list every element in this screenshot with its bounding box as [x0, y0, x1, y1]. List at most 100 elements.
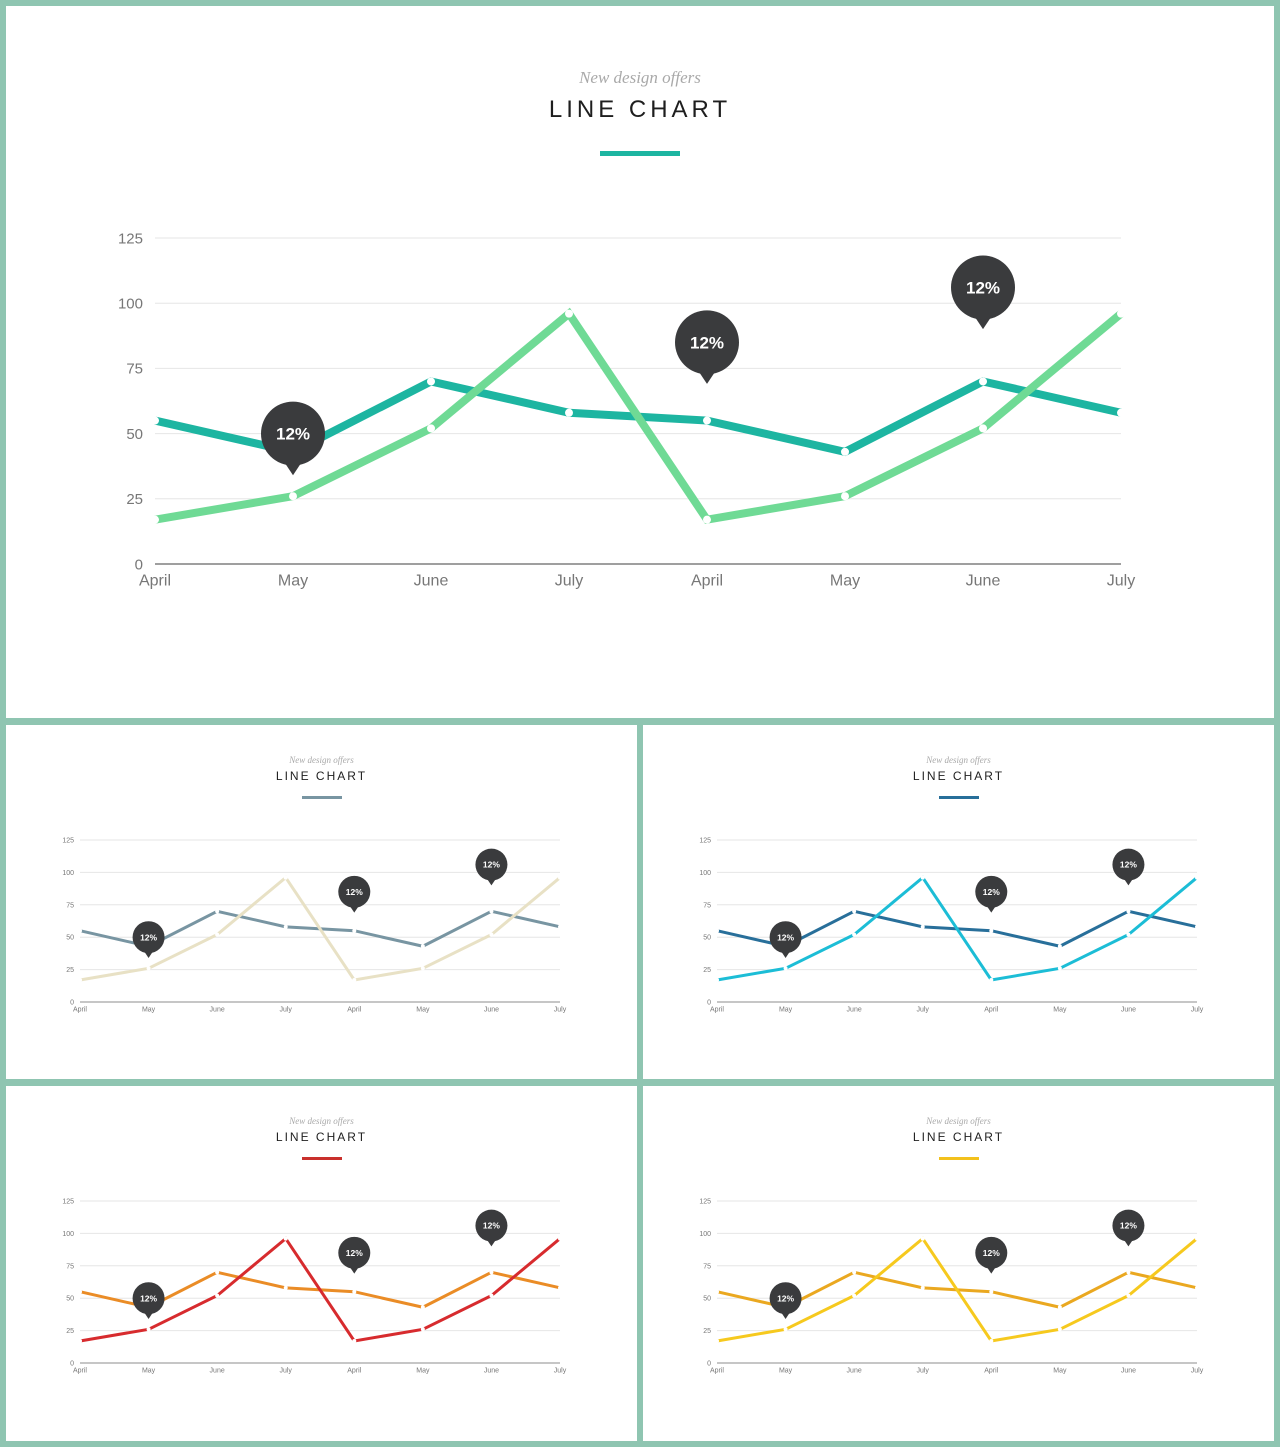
data-point: [1195, 875, 1199, 880]
data-point: [420, 1305, 425, 1310]
callout-label: 12%: [140, 1293, 157, 1303]
x-tick-label: June: [414, 573, 449, 590]
callout-bubble: 12%: [1112, 848, 1145, 886]
data-point: [1126, 909, 1131, 914]
data-point: [352, 1289, 357, 1294]
x-tick-label: April: [73, 1367, 87, 1374]
y-tick-label: 125: [62, 1198, 74, 1205]
y-tick-label: 125: [699, 1198, 711, 1205]
y-tick-label: 25: [703, 1328, 711, 1335]
x-tick-label: May: [416, 1006, 430, 1013]
x-tick-label: May: [779, 1367, 793, 1374]
data-point: [215, 1293, 220, 1298]
callout-bubble: 12%: [975, 1236, 1008, 1274]
callout-bubble: 12%: [769, 1282, 802, 1319]
y-tick-label: 25: [126, 491, 143, 508]
y-tick-label: 100: [118, 295, 143, 312]
data-point: [703, 416, 711, 425]
callout-bubble: 12%: [132, 921, 165, 958]
x-tick-label: July: [554, 1006, 567, 1013]
series-line-2: [716, 875, 1198, 982]
data-point: [852, 932, 857, 937]
series-line-2: [79, 1236, 561, 1343]
callout-bubble: 12%: [261, 401, 325, 476]
x-tick-label: July: [279, 1006, 292, 1013]
callout-bubble: 12%: [975, 875, 1008, 913]
data-point: [146, 966, 151, 971]
data-point: [352, 977, 357, 982]
x-tick-label: July: [279, 1367, 292, 1374]
data-point: [989, 928, 994, 933]
data-point: [1117, 408, 1125, 417]
data-point: [215, 932, 220, 937]
data-point: [1126, 1293, 1131, 1298]
data-point: [289, 492, 297, 501]
callout-label: 12%: [966, 279, 1000, 298]
y-tick-label: 125: [118, 230, 143, 247]
x-tick-label: July: [1191, 1367, 1204, 1374]
chart-panel-red: New design offers LINE CHART 0 25 50 75 100 1…: [6, 1086, 637, 1441]
callout-label: 12%: [983, 887, 1000, 897]
data-point: [715, 1289, 719, 1294]
chart-subtitle: New design offers: [579, 68, 701, 87]
x-tick-label: May: [830, 573, 860, 590]
chart-panel-main: New design offers LINE CHART 0 25 50 75 100 1…: [6, 6, 1274, 718]
callout-bubble: 12%: [475, 1209, 508, 1247]
data-point: [558, 1285, 562, 1290]
y-tick-label: 25: [703, 967, 711, 974]
y-tick-label: 100: [699, 870, 711, 877]
y-tick-label: 50: [703, 1296, 711, 1303]
chart-subtitle: New design offers: [289, 1116, 354, 1126]
x-tick-label: July: [916, 1367, 929, 1374]
x-tick-label: June: [847, 1367, 862, 1374]
x-tick-label: June: [210, 1006, 225, 1013]
callout-label: 12%: [1120, 1221, 1137, 1231]
chart-title: LINE CHART: [275, 769, 368, 783]
chart-subtitle: New design offers: [926, 1116, 991, 1126]
callout-bubble: 12%: [338, 1236, 371, 1274]
data-point: [283, 1236, 288, 1241]
data-point: [151, 416, 159, 425]
series-line-2: [79, 875, 561, 982]
line-chart: 0 25 50 75 100 125 April May June July April May Jun…: [62, 837, 567, 1013]
data-point: [78, 1289, 82, 1294]
x-tick-label: June: [1121, 1367, 1136, 1374]
callout-bubble: 12%: [338, 875, 371, 913]
data-point: [852, 1270, 857, 1275]
x-tick-label: June: [484, 1006, 499, 1013]
x-tick-label: April: [73, 1006, 87, 1013]
data-point: [283, 875, 288, 880]
data-point: [489, 1270, 494, 1275]
y-tick-label: 75: [66, 1263, 74, 1270]
x-tick-label: June: [210, 1367, 225, 1374]
callout-bubble: 12%: [1112, 1209, 1145, 1247]
x-tick-label: May: [1053, 1006, 1067, 1013]
chart-panel-yellow: New design offers LINE CHART 0 25 50 75 100 1…: [643, 1086, 1274, 1441]
x-tick-label: July: [916, 1006, 929, 1013]
data-point: [1195, 1236, 1199, 1241]
data-point: [1057, 966, 1062, 971]
callout-bubble: 12%: [951, 255, 1015, 330]
data-point: [989, 977, 994, 982]
data-point: [715, 1338, 719, 1343]
x-tick-label: June: [966, 573, 1001, 590]
data-point: [989, 1289, 994, 1294]
x-tick-label: July: [1107, 573, 1135, 590]
y-tick-label: 100: [62, 870, 74, 877]
chart-subtitle: New design offers: [926, 755, 991, 765]
y-tick-label: 0: [70, 999, 74, 1006]
x-tick-label: May: [779, 1006, 793, 1013]
chart-title: LINE CHART: [548, 96, 732, 123]
data-point: [1195, 924, 1199, 929]
data-point: [146, 1327, 151, 1332]
x-tick-label: May: [1053, 1367, 1067, 1374]
y-tick-label: 75: [126, 361, 143, 378]
y-tick-label: 125: [699, 837, 711, 844]
x-tick-label: April: [710, 1006, 724, 1013]
line-chart: 0 25 50 75 100 125 April May June July April May Jun…: [118, 230, 1135, 590]
callout-bubble: 12%: [675, 310, 739, 384]
series-line-2: [716, 1236, 1198, 1343]
x-tick-label: July: [555, 573, 583, 590]
title-underline: [302, 1157, 342, 1160]
title-underline: [939, 1157, 979, 1160]
